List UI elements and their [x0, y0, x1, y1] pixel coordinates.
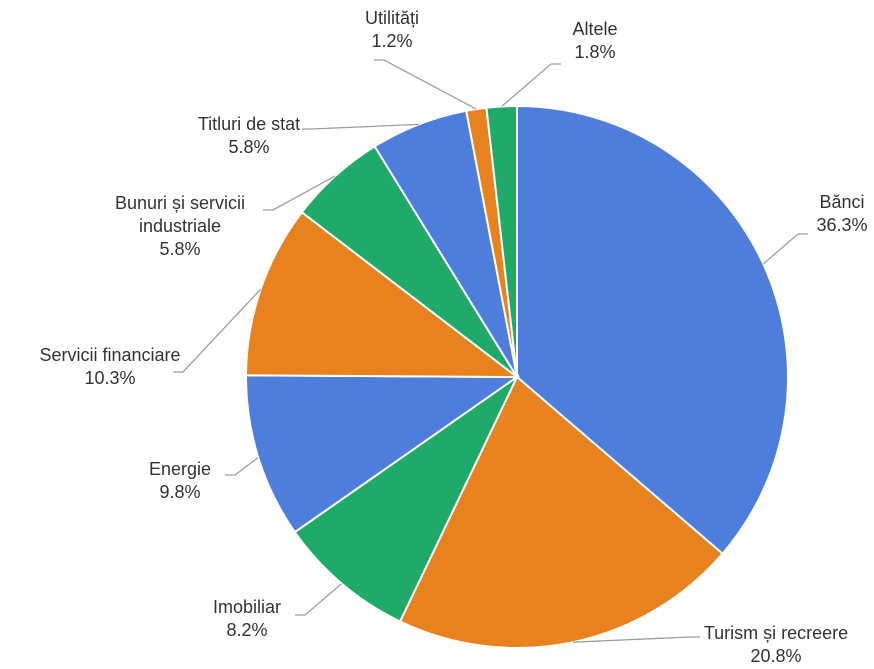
- slice-label-banci: Bănci 36.3%: [816, 192, 867, 235]
- leader-lines: [173, 59, 808, 643]
- slice-label-titluri-de-stat: Titluri de stat 5.8%: [198, 114, 300, 157]
- leader-line-bunuri-si-servicii-industriale: [263, 175, 336, 211]
- slice-label-servicii-financiare: Servicii financiare 10.3%: [39, 345, 180, 388]
- slice-label-imobiliar: Imobiliar 8.2%: [213, 597, 281, 640]
- slice-label-turism-si-recreere: Turism și recreere 20.8%: [704, 623, 848, 666]
- slice-label-utilitati: Utilități 1.2%: [365, 8, 419, 51]
- pie-slice-energie: [245, 374, 521, 534]
- leader-line-altele: [501, 63, 561, 107]
- leader-line-banci: [762, 233, 808, 265]
- slice-labels: Bănci 36.3% Turism și recreere 20.8% Imobili…: [39, 8, 867, 666]
- leader-line-energie: [225, 456, 259, 476]
- leader-line-imobiliar: [295, 583, 343, 616]
- pie-slice-servicii-financiare: [244, 210, 520, 379]
- pie-slice-imobiliar: [293, 374, 520, 623]
- slice-label-energie: Energie 9.8%: [149, 459, 211, 502]
- pie-slice-banci: [516, 104, 789, 556]
- leader-line-titluri-de-stat: [302, 123, 419, 130]
- pie-slices: [244, 104, 789, 649]
- slice-label-bunuri-si-servicii-industriale: Bunuri și servicii industriale 5.8%: [115, 193, 245, 259]
- leader-line-turism-si-recreere: [572, 636, 700, 643]
- leader-line-servicii-financiare: [173, 288, 262, 373]
- pie-slice-turism-si-recreere: [398, 375, 724, 649]
- leader-line-utilitati: [374, 59, 477, 110]
- slice-label-altele: Altele 1.8%: [572, 19, 617, 62]
